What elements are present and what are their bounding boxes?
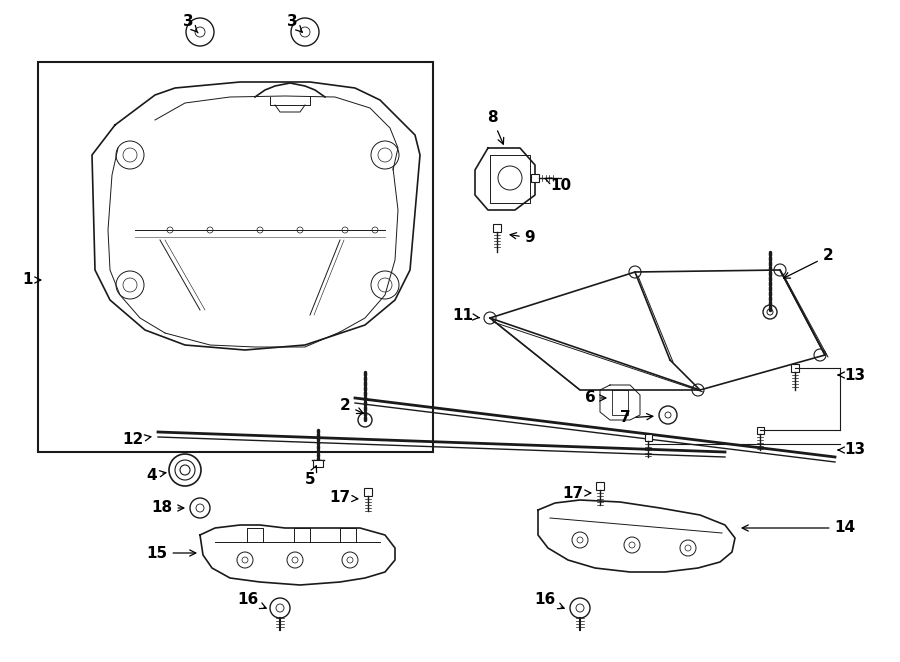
- Text: 5: 5: [305, 466, 317, 487]
- Text: 16: 16: [535, 592, 564, 608]
- Text: 17: 17: [329, 491, 358, 506]
- Text: 4: 4: [147, 467, 166, 483]
- Text: 1: 1: [22, 273, 40, 287]
- Bar: [493, 224, 501, 232]
- Bar: [791, 364, 799, 372]
- Text: 2: 2: [339, 397, 364, 414]
- Text: 13: 13: [838, 442, 866, 457]
- Text: 9: 9: [510, 230, 536, 246]
- Text: 12: 12: [122, 432, 151, 448]
- Bar: [596, 482, 604, 490]
- Text: 18: 18: [151, 500, 184, 516]
- Text: 3: 3: [183, 15, 198, 33]
- Bar: [313, 460, 323, 467]
- Text: 2: 2: [784, 248, 833, 278]
- Bar: [364, 488, 372, 496]
- Text: 10: 10: [544, 177, 572, 193]
- Text: 3: 3: [287, 15, 302, 32]
- Text: 6: 6: [585, 391, 606, 406]
- Text: 11: 11: [453, 308, 480, 324]
- Text: 15: 15: [147, 545, 196, 561]
- Bar: [757, 426, 763, 434]
- Text: 13: 13: [838, 367, 866, 383]
- Text: 16: 16: [238, 592, 266, 608]
- Text: 7: 7: [620, 410, 652, 426]
- Text: 8: 8: [487, 111, 504, 144]
- Bar: [644, 434, 652, 440]
- Bar: [531, 174, 539, 182]
- Text: 14: 14: [742, 520, 856, 536]
- Bar: [38, 62, 433, 452]
- Text: 17: 17: [562, 485, 590, 500]
